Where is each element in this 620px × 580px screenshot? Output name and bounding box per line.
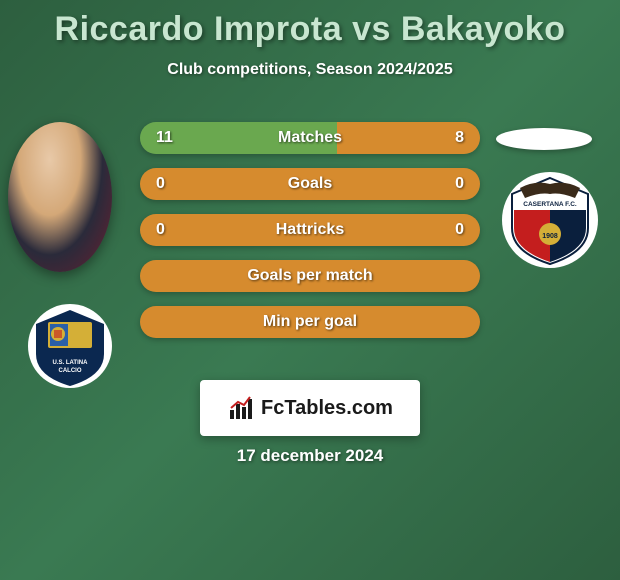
svg-text:CALCIO: CALCIO — [59, 368, 82, 374]
stat-row-min-per-goal: Min per goal — [140, 306, 480, 338]
club2-shield-icon: 1908 CASERTANA F.C. — [500, 170, 600, 270]
club2-badge: 1908 CASERTANA F.C. — [500, 170, 600, 270]
stat-label: Hattricks — [140, 221, 480, 239]
stat-label: Goals per match — [140, 267, 480, 285]
stats-container: 11Matches8 0Goals0 0Hattricks0 Goals per ma… — [140, 122, 480, 352]
stat-row-matches: 11Matches8 — [140, 122, 480, 154]
comparison-subtitle: Club competitions, Season 2024/2025 — [0, 61, 620, 79]
svg-text:CASERTANA F.C.: CASERTANA F.C. — [523, 201, 577, 208]
club1-badge: U.S. LATINA CALCIO — [20, 304, 120, 389]
fctables-logo: FcTables.com — [200, 380, 420, 436]
stat-row-goals: 0Goals0 — [140, 168, 480, 200]
snapshot-date: 17 december 2024 — [0, 446, 620, 466]
svg-text:U.S. LATINA: U.S. LATINA — [53, 360, 89, 366]
logo-text: FcTables.com — [261, 397, 393, 420]
stat-label: Matches — [140, 129, 480, 147]
svg-text:1908: 1908 — [542, 233, 558, 240]
stat-row-goals-per-match: Goals per match — [140, 260, 480, 292]
stat-row-hattricks: 0Hattricks0 — [140, 214, 480, 246]
stat-label: Min per goal — [140, 313, 480, 331]
bars-icon — [227, 394, 255, 422]
player2-photo-placeholder — [496, 128, 592, 150]
comparison-title: Riccardo Improta vs Bakayoko — [0, 0, 620, 49]
club1-shield-icon: U.S. LATINA CALCIO — [20, 304, 120, 389]
player1-photo — [8, 122, 112, 272]
stat-label: Goals — [140, 175, 480, 193]
